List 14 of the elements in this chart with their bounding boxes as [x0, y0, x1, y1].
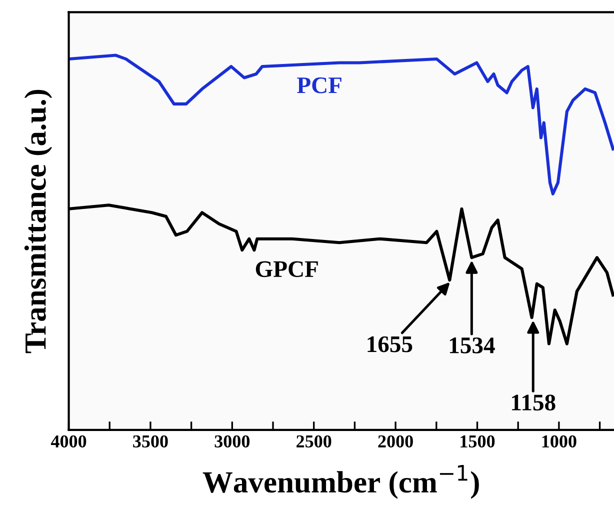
x-tick-label: 4000 — [50, 435, 86, 448]
annotation: 1158 — [512, 394, 556, 411]
series-label: PCF — [297, 77, 342, 94]
series-label: GPCF — [256, 261, 318, 278]
annotation: 1655 — [368, 336, 412, 352]
x-tick-label: 3500 — [133, 435, 168, 448]
x-tick-label: 2500 — [296, 435, 332, 448]
x-tick-label: 1000 — [542, 435, 576, 448]
x-tick-label: 2000 — [378, 435, 413, 448]
x-tick-label: 1500 — [460, 435, 495, 448]
x-axis-title: Wavenumber (cm$^{−1}$) — [202, 465, 479, 499]
y-axis-title: Transmittance (a.u.) — [24, 90, 52, 354]
x-tick-label: 3000 — [214, 435, 250, 448]
annotation: 1534 — [450, 338, 495, 354]
